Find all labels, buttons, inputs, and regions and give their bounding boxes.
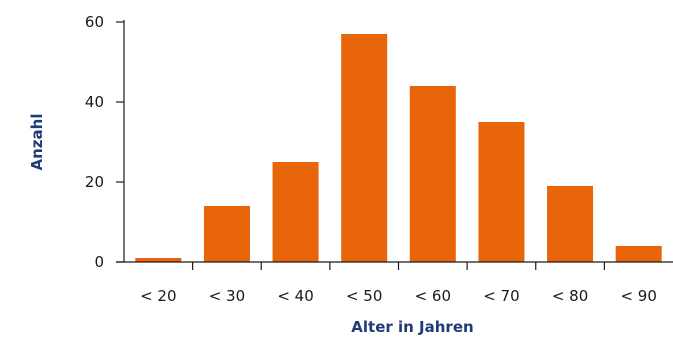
- x-tick-label: < 20: [140, 287, 176, 305]
- x-axis-title: Alter in Jahren: [351, 318, 473, 336]
- bar: [478, 122, 525, 262]
- y-tick-label: 60: [85, 13, 104, 31]
- x-ticks-group: < 20 < 30 < 40 < 50 < 60 < 70 < 80 < 90: [140, 262, 657, 305]
- bars-group: [135, 34, 662, 262]
- x-tick-label: < 80: [552, 287, 588, 305]
- bar: [341, 34, 388, 262]
- x-tick-label: < 30: [209, 287, 245, 305]
- x-tick-label: < 90: [620, 287, 656, 305]
- bar: [203, 206, 250, 262]
- y-ticks-group: 0 20 40 60: [85, 13, 124, 271]
- bar: [547, 186, 594, 262]
- x-tick-label: < 60: [415, 287, 451, 305]
- bar: [272, 162, 319, 262]
- x-tick-label: < 40: [277, 287, 313, 305]
- bar: [615, 246, 662, 262]
- y-tick-label: 40: [85, 93, 104, 111]
- axes-group: [116, 20, 673, 263]
- bar: [135, 258, 182, 262]
- y-tick-label: 20: [85, 173, 104, 191]
- y-axis-title: Anzahl: [28, 114, 46, 171]
- y-tick-label: 0: [94, 253, 104, 271]
- bar: [409, 86, 456, 262]
- x-tick-label: < 70: [483, 287, 519, 305]
- x-tick-label: < 50: [346, 287, 382, 305]
